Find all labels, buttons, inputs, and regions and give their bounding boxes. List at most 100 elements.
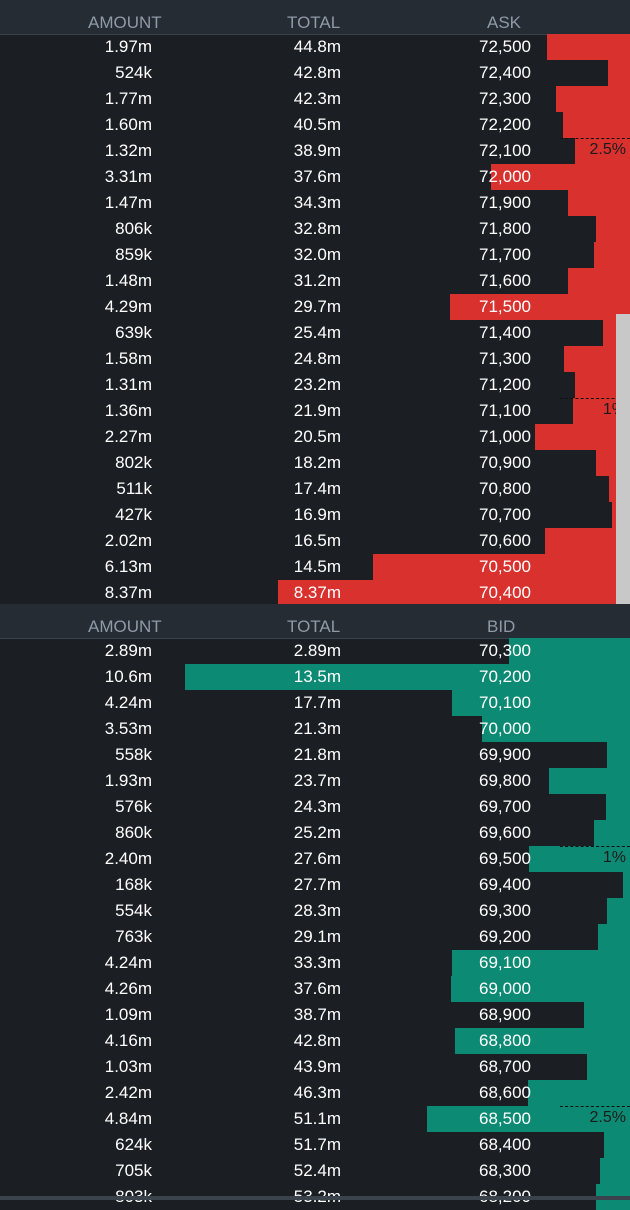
ask-order-row[interactable]: 1.31m 23.2m 71,200 — [0, 372, 630, 398]
amount-column-header: AMOUNT — [88, 617, 162, 636]
ask-price-cell: 71,300 — [479, 349, 531, 368]
amount-cell: 639k — [115, 323, 152, 342]
amount-column-header: AMOUNT — [88, 13, 162, 32]
bid-order-row[interactable]: 4.84m 51.1m 68,500 — [0, 1106, 630, 1132]
bid-order-row[interactable]: 1.09m 38.7m 68,900 — [0, 1002, 630, 1028]
scrollbar-thumb[interactable] — [616, 314, 630, 604]
bid-column-header: BID — [487, 617, 516, 636]
bid-depth-bar — [622, 872, 630, 898]
bid-order-row[interactable]: 10.6m 13.5m 70,200 — [0, 664, 630, 690]
total-cell: 21.9m — [293, 401, 341, 420]
bid-depth-bar — [451, 690, 630, 716]
bid-price-cell: 69,000 — [479, 979, 531, 998]
total-cell: 16.9m — [293, 505, 341, 524]
ask-order-row[interactable]: 524k 42.8m 72,400 — [0, 60, 630, 86]
bid-order-row[interactable]: 4.24m 17.7m 70,100 — [0, 690, 630, 716]
amount-cell: 763k — [115, 927, 152, 946]
amount-cell: 6.13m — [104, 557, 152, 576]
amount-cell: 4.16m — [104, 1031, 152, 1050]
ask-order-row[interactable]: 6.13m 14.5m 70,500 — [0, 554, 630, 580]
total-cell: 51.7m — [293, 1135, 341, 1154]
ask-order-row[interactable]: 2.02m 16.5m 70,600 — [0, 528, 630, 554]
bid-order-row[interactable]: 1.93m 23.7m 69,800 — [0, 768, 630, 794]
total-cell: 44.8m — [293, 37, 341, 56]
ask-price-cell: 70,600 — [479, 531, 531, 550]
amount-cell: 1.97m — [104, 37, 152, 56]
bid-order-row[interactable]: 763k 29.1m 69,200 — [0, 924, 630, 950]
total-cell: 42.3m — [293, 89, 341, 108]
bid-price-cell: 68,400 — [479, 1135, 531, 1154]
bid-header: AMOUNT TOTAL BID — [0, 604, 630, 639]
bid-order-row[interactable]: 2.40m 27.6m 69,500 — [0, 846, 630, 872]
bottom-divider — [0, 1196, 630, 1200]
total-cell: 42.8m — [293, 63, 341, 82]
bid-order-row[interactable]: 860k 25.2m 69,600 — [0, 820, 630, 846]
bid-depth-bar — [426, 1106, 630, 1132]
ask-order-row[interactable]: 1.47m 34.3m 71,900 — [0, 190, 630, 216]
ask-price-cell: 71,700 — [479, 245, 531, 264]
amount-cell: 1.31m — [104, 375, 152, 394]
amount-cell: 1.93m — [104, 771, 152, 790]
total-cell: 43.9m — [293, 1057, 341, 1076]
ask-order-row[interactable]: 1.36m 21.9m 71,100 — [0, 398, 630, 424]
ask-order-row[interactable]: 1.60m 40.5m 72,200 — [0, 112, 630, 138]
ask-order-row[interactable]: 4.29m 29.7m 71,500 — [0, 294, 630, 320]
ask-order-row[interactable]: 1.58m 24.8m 71,300 — [0, 346, 630, 372]
ask-depth-bar — [449, 294, 630, 320]
bid-order-row[interactable]: 554k 28.3m 69,300 — [0, 898, 630, 924]
total-cell: 38.7m — [293, 1005, 341, 1024]
bid-order-row[interactable]: 2.42m 46.3m 68,600 — [0, 1080, 630, 1106]
ask-order-row[interactable]: 3.31m 37.6m 72,000 — [0, 164, 630, 190]
bid-order-row[interactable]: 2.89m 2.89m 70,300 — [0, 638, 630, 664]
bid-order-row[interactable]: 4.24m 33.3m 69,100 — [0, 950, 630, 976]
amount-cell: 168k — [115, 875, 152, 894]
ask-order-row[interactable]: 639k 25.4m 71,400 — [0, 320, 630, 346]
bid-depth-bar — [548, 768, 630, 794]
ask-price-cell: 71,900 — [479, 193, 531, 212]
bid-price-cell: 68,900 — [479, 1005, 531, 1024]
bid-depth-bar — [508, 638, 630, 664]
bid-order-row[interactable]: 1.03m 43.9m 68,700 — [0, 1054, 630, 1080]
amount-cell: 2.89m — [104, 641, 152, 660]
ask-order-row[interactable]: 806k 32.8m 71,800 — [0, 216, 630, 242]
total-column-header: TOTAL — [287, 617, 341, 636]
ask-header: AMOUNT TOTAL ASK — [0, 0, 630, 35]
depth-percent-marker: 2.5% — [560, 1106, 630, 1126]
bid-order-row[interactable]: 705k 52.4m 68,300 — [0, 1158, 630, 1184]
ask-order-row[interactable]: 1.48m 31.2m 71,600 — [0, 268, 630, 294]
ask-price-cell: 70,500 — [479, 557, 531, 576]
ask-order-row[interactable]: 2.27m 20.5m 71,000 — [0, 424, 630, 450]
bid-depth-bar — [606, 742, 630, 768]
bid-depth-bar — [481, 716, 630, 742]
total-cell: 2.89m — [293, 641, 341, 660]
ask-order-row[interactable]: 8.37m 8.37m 70,400 — [0, 580, 630, 606]
bid-order-row[interactable]: 558k 21.8m 69,900 — [0, 742, 630, 768]
total-cell: 16.5m — [293, 531, 341, 550]
ask-price-cell: 71,200 — [479, 375, 531, 394]
ask-order-row[interactable]: 427k 16.9m 70,700 — [0, 502, 630, 528]
bid-order-row[interactable]: 4.26m 37.6m 69,000 — [0, 976, 630, 1002]
ask-order-row[interactable]: 1.77m 42.3m 72,300 — [0, 86, 630, 112]
bid-price-cell: 70,300 — [479, 641, 531, 660]
amount-cell: 554k — [115, 901, 152, 920]
total-cell: 33.3m — [293, 953, 341, 972]
bid-order-row[interactable]: 4.16m 42.8m 68,800 — [0, 1028, 630, 1054]
total-cell: 21.8m — [293, 745, 341, 764]
ask-order-row[interactable]: 859k 32.0m 71,700 — [0, 242, 630, 268]
amount-cell: 1.48m — [104, 271, 152, 290]
total-cell: 17.4m — [293, 479, 341, 498]
total-cell: 17.7m — [293, 693, 341, 712]
bid-order-row[interactable]: 624k 51.7m 68,400 — [0, 1132, 630, 1158]
ask-order-row[interactable]: 511k 17.4m 70,800 — [0, 476, 630, 502]
bid-price-cell: 70,100 — [479, 693, 531, 712]
ask-order-row[interactable]: 1.97m 44.8m 72,500 — [0, 34, 630, 60]
ask-order-row[interactable]: 802k 18.2m 70,900 — [0, 450, 630, 476]
bid-order-row[interactable]: 576k 24.3m 69,700 — [0, 794, 630, 820]
depth-percent-label: 2.5% — [589, 1109, 626, 1126]
ask-order-row[interactable]: 1.32m 38.9m 72,100 — [0, 138, 630, 164]
depth-percent-marker: 2.5% — [560, 138, 630, 158]
amount-cell: 705k — [115, 1161, 152, 1180]
bid-order-row[interactable]: 168k 27.7m 69,400 — [0, 872, 630, 898]
total-cell: 31.2m — [293, 271, 341, 290]
bid-order-row[interactable]: 3.53m 21.3m 70,000 — [0, 716, 630, 742]
